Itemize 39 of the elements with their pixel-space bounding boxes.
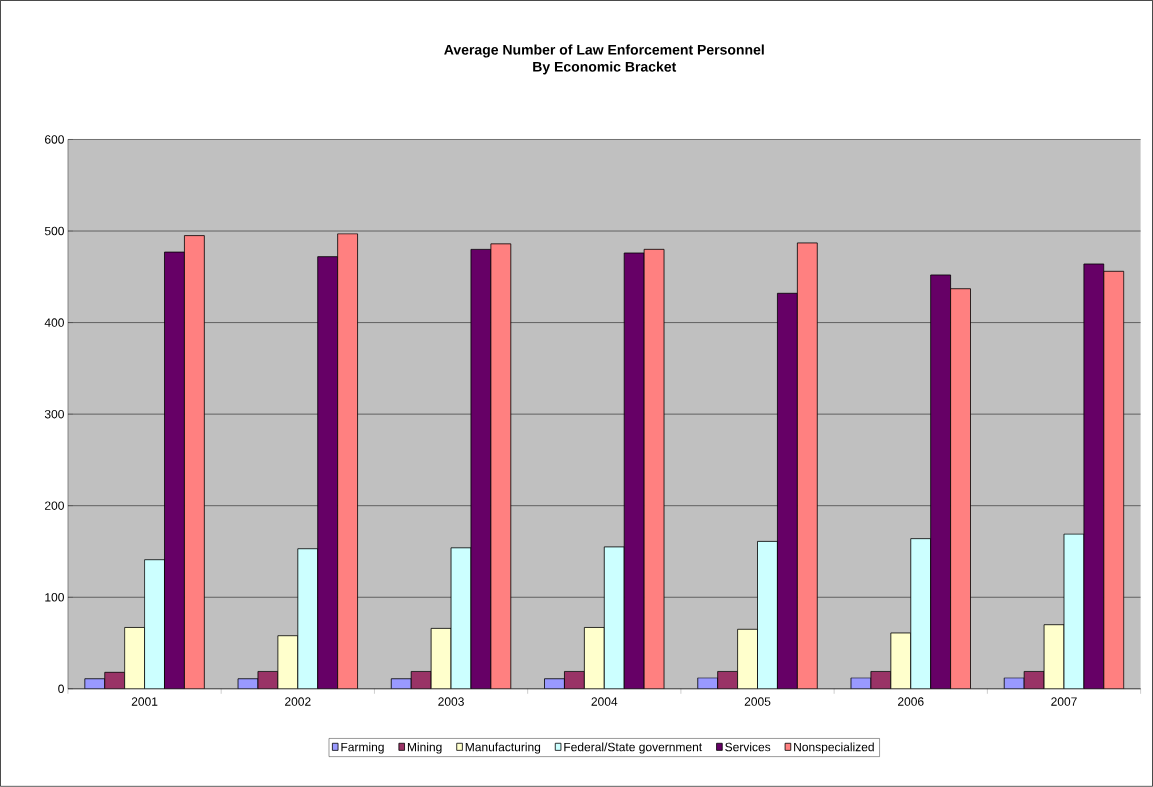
bar <box>317 256 339 689</box>
legend-label: Farming <box>341 742 384 754</box>
legend-label: Federal/State government <box>564 742 703 754</box>
bar <box>643 249 665 689</box>
bar <box>124 627 145 689</box>
bar <box>930 274 951 689</box>
bar <box>184 235 205 689</box>
y-tick-label: 600 <box>45 135 64 144</box>
bar <box>337 233 358 689</box>
y-tick-label: 200 <box>45 501 64 511</box>
bar <box>1103 271 1125 689</box>
bar <box>796 242 818 689</box>
bar <box>777 292 798 689</box>
legend-label: Manufacturing <box>465 742 541 754</box>
bar <box>470 249 492 689</box>
bar <box>737 629 758 689</box>
chart-title: Average Number of Law Enforcement Personnel By Economic Bracket <box>444 44 764 75</box>
x-tick-label: 2004 <box>591 697 618 706</box>
bar <box>623 252 645 689</box>
bar <box>1083 263 1105 689</box>
bar <box>950 288 971 689</box>
legend-label: Mining <box>407 742 442 754</box>
x-tick-label: 2007 <box>1051 697 1077 706</box>
x-tick-label: 2006 <box>898 697 924 706</box>
bar <box>890 632 912 689</box>
legend-label: Services <box>725 742 771 752</box>
bar <box>583 627 605 689</box>
y-tick-label: 500 <box>44 226 64 236</box>
x-tick-label: 2002 <box>285 697 311 706</box>
bar <box>490 243 512 689</box>
y-tick-label: 0 <box>58 684 64 694</box>
y-tick-label: 300 <box>44 410 64 419</box>
x-tick-label: 2001 <box>131 697 158 706</box>
y-tick-label: 400 <box>44 318 64 327</box>
x-tick-label: 2003 <box>438 697 464 706</box>
x-tick-label: 2005 <box>744 697 771 706</box>
bar <box>164 251 185 689</box>
y-tick-label: 100 <box>45 593 64 602</box>
legend-label: Nonspecialized <box>794 742 874 754</box>
